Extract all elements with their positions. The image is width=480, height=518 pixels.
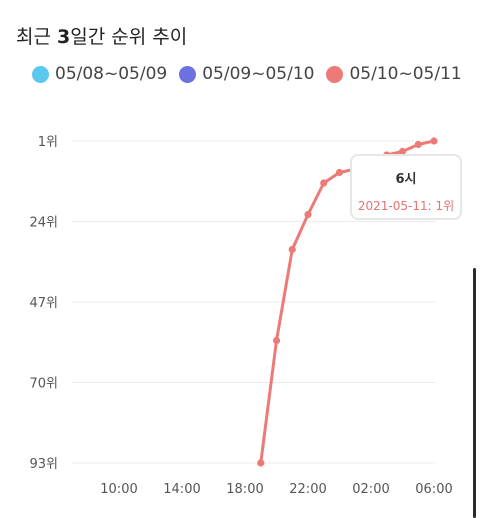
data-point (288, 245, 296, 254)
x-tick-label: 18:00 (226, 482, 263, 497)
y-tick-label: 93위 (29, 457, 58, 472)
legend-label: 05/08~05/09 (55, 64, 168, 84)
x-tick-label: 10:00 (100, 482, 137, 497)
data-point (398, 147, 407, 156)
data-point (257, 459, 265, 467)
data-point (304, 210, 312, 219)
legend-dot-icon (32, 65, 49, 83)
data-point (320, 179, 328, 187)
legend-label: 05/10~05/11 (349, 64, 462, 84)
y-tick-label: 1위 (38, 135, 58, 150)
x-tick-label: 06:00 (415, 482, 452, 497)
scrollbar[interactable] (473, 268, 476, 518)
legend-dot-icon (326, 65, 344, 83)
x-tick-label: 22:00 (289, 482, 326, 497)
chart-title: 최근 3일간 순위 추이 (16, 26, 188, 48)
data-point (414, 140, 422, 149)
legend: 05/08~05/09 05/09~05/10 05/10~05/11 (32, 64, 474, 84)
x-tick-label: 02:00 (352, 482, 389, 497)
legend-dot-icon (179, 65, 197, 83)
tooltip-value: 2021-05-11: 1위 (357, 199, 455, 213)
tooltip-title: 6시 (395, 172, 417, 187)
y-tick-label: 47위 (29, 296, 58, 311)
legend-item-0509-0510[interactable]: 05/09~05/10 (179, 64, 314, 84)
data-point (272, 336, 281, 345)
x-tick-label: 14:00 (163, 482, 200, 497)
y-tick-label: 24위 (29, 216, 58, 231)
legend-item-0508-0509[interactable]: 05/08~05/09 (32, 64, 167, 84)
data-point (430, 137, 438, 145)
y-tick-label: 70위 (29, 377, 58, 392)
legend-item-0510-0511[interactable]: 05/10~05/11 (326, 64, 462, 84)
legend-label: 05/09~05/10 (202, 64, 315, 84)
tooltip: 6시 2021-05-11: 1위 (350, 154, 462, 220)
data-point (335, 168, 344, 177)
